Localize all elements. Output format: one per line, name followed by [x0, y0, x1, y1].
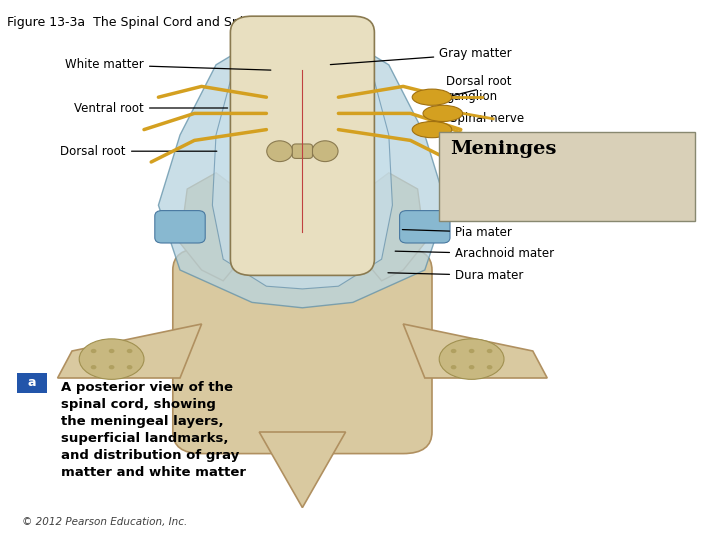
FancyBboxPatch shape [230, 16, 374, 275]
Text: Ventral root: Ventral root [74, 102, 228, 114]
Polygon shape [58, 324, 202, 378]
Polygon shape [158, 32, 446, 308]
Text: © 2012 Pearson Education, Inc.: © 2012 Pearson Education, Inc. [22, 516, 187, 526]
Text: Pia mater: Pia mater [402, 226, 512, 239]
FancyBboxPatch shape [400, 211, 450, 243]
Polygon shape [259, 432, 346, 508]
Circle shape [487, 365, 492, 369]
Polygon shape [212, 43, 392, 289]
Text: Figure 13-3a  The Spinal Cord and Spinal Meninges: Figure 13-3a The Spinal Cord and Spinal … [7, 16, 327, 29]
FancyBboxPatch shape [439, 132, 695, 221]
Text: a: a [27, 376, 36, 389]
Text: Dorsal root
ganglion: Dorsal root ganglion [446, 75, 512, 103]
Text: White matter: White matter [66, 58, 271, 71]
Circle shape [469, 349, 474, 353]
FancyBboxPatch shape [292, 144, 312, 158]
Text: Spinal nerve: Spinal nerve [450, 112, 524, 125]
FancyBboxPatch shape [173, 248, 432, 454]
Text: Dura mater: Dura mater [388, 269, 523, 282]
Circle shape [487, 349, 492, 353]
Ellipse shape [412, 89, 452, 105]
Ellipse shape [79, 339, 144, 379]
Text: A posterior view of the
spinal cord, showing
the meningeal layers,
superficial l: A posterior view of the spinal cord, sho… [61, 381, 246, 478]
Ellipse shape [312, 141, 338, 161]
Ellipse shape [439, 339, 504, 379]
Circle shape [451, 349, 456, 353]
Ellipse shape [266, 141, 292, 161]
Circle shape [127, 365, 132, 369]
Polygon shape [180, 173, 241, 281]
Circle shape [109, 349, 114, 353]
Circle shape [91, 349, 96, 353]
Circle shape [127, 349, 132, 353]
Polygon shape [364, 173, 425, 281]
Circle shape [451, 365, 456, 369]
Circle shape [469, 365, 474, 369]
Circle shape [109, 365, 114, 369]
Polygon shape [403, 324, 547, 378]
Text: Meninges: Meninges [450, 140, 557, 158]
Text: Dorsal root: Dorsal root [60, 145, 217, 158]
Circle shape [91, 365, 96, 369]
Text: Arachnoid mater: Arachnoid mater [395, 247, 554, 260]
Ellipse shape [423, 105, 463, 122]
Text: Gray matter: Gray matter [330, 48, 512, 65]
FancyBboxPatch shape [17, 373, 47, 393]
FancyBboxPatch shape [155, 211, 205, 243]
Ellipse shape [412, 122, 452, 138]
